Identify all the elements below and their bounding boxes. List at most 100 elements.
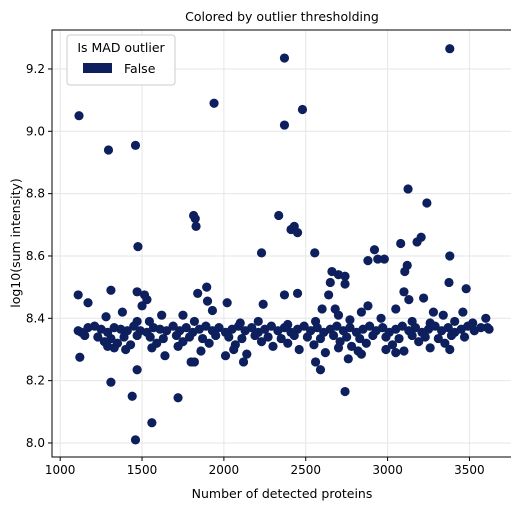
data-point — [256, 337, 267, 347]
y-tick-label: 8.4 — [26, 311, 45, 325]
data-point — [237, 333, 247, 344]
legend-swatch — [83, 63, 112, 73]
data-point — [211, 330, 221, 341]
data-point — [103, 145, 114, 155]
data-points — [73, 44, 494, 445]
data-point — [420, 332, 430, 342]
data-point — [387, 340, 398, 350]
data-point — [279, 290, 290, 300]
data-point — [160, 351, 170, 361]
data-point — [106, 377, 116, 387]
data-point — [127, 391, 137, 401]
data-point — [158, 333, 168, 344]
data-point — [161, 326, 172, 336]
data-point — [407, 330, 417, 341]
data-point — [428, 307, 439, 317]
y-tick-label: 8.6 — [26, 249, 45, 263]
data-point — [476, 323, 486, 333]
x-axis-label: Number of detected proteins — [192, 486, 373, 501]
data-point — [276, 333, 286, 344]
legend-entry-label: False — [124, 61, 156, 76]
data-point — [325, 277, 335, 288]
data-point — [279, 323, 290, 333]
data-point — [333, 310, 344, 320]
data-point — [93, 332, 103, 342]
data-point — [430, 321, 440, 331]
data-point — [324, 290, 334, 300]
data-point — [207, 305, 218, 316]
data-point — [83, 298, 93, 308]
data-point — [356, 349, 366, 359]
data-point — [410, 323, 421, 333]
data-point — [461, 284, 471, 294]
data-point — [412, 237, 422, 247]
data-point — [399, 346, 409, 356]
data-point — [279, 53, 290, 63]
data-point — [346, 341, 357, 351]
data-point — [446, 330, 457, 341]
data-point — [147, 418, 157, 428]
data-point — [345, 315, 355, 325]
data-point — [132, 365, 142, 375]
data-point — [279, 120, 290, 130]
data-point — [198, 333, 208, 344]
data-point — [189, 316, 200, 327]
data-point — [238, 357, 249, 367]
x-tick-label: 3000 — [372, 463, 403, 477]
data-point — [340, 386, 350, 397]
y-tick-label: 9.2 — [26, 62, 45, 76]
data-point — [132, 330, 142, 341]
data-point — [484, 324, 494, 334]
data-point — [373, 254, 383, 264]
data-point — [309, 340, 319, 350]
data-point — [340, 271, 350, 281]
data-point — [396, 238, 406, 249]
x-tick-label: 3500 — [454, 463, 485, 477]
data-point — [292, 227, 303, 238]
y-tick-label: 9.0 — [26, 124, 45, 138]
data-point — [184, 332, 195, 342]
data-point — [433, 333, 443, 344]
data-point — [419, 293, 429, 303]
data-point — [73, 290, 83, 300]
data-point — [404, 295, 414, 305]
data-point — [256, 248, 267, 258]
data-point — [459, 332, 470, 342]
data-point — [438, 310, 448, 320]
data-point — [204, 338, 214, 348]
data-point — [394, 333, 404, 344]
data-point — [274, 210, 284, 221]
y-tick-label: 8.2 — [26, 374, 45, 388]
x-tick-label: 1500 — [127, 463, 158, 477]
data-point — [289, 330, 299, 341]
x-tick-label: 2000 — [209, 463, 240, 477]
data-point — [378, 323, 388, 333]
data-point — [168, 321, 178, 331]
data-point — [343, 354, 353, 364]
data-point — [414, 337, 424, 347]
data-point — [190, 213, 200, 224]
data-point — [253, 316, 263, 327]
data-point — [224, 332, 234, 342]
data-point — [355, 333, 365, 344]
data-point — [391, 304, 401, 314]
data-point — [196, 346, 206, 356]
data-point — [312, 323, 322, 333]
legend: Is MAD outlier False — [66, 34, 176, 86]
data-point — [320, 347, 330, 358]
data-point — [121, 344, 131, 355]
data-point — [220, 351, 231, 361]
data-point — [340, 279, 350, 289]
data-point — [75, 352, 85, 362]
data-point — [263, 332, 273, 342]
y-axis-ticks: 8.0 8.2 8.4 8.6 8.8 9.0 9.2 — [26, 62, 52, 450]
data-point — [399, 287, 409, 297]
grid-lines — [52, 30, 511, 457]
data-point — [363, 301, 373, 311]
data-point — [400, 266, 410, 277]
data-point — [229, 344, 239, 355]
data-point — [302, 332, 312, 342]
data-point — [109, 343, 119, 353]
data-point — [202, 296, 213, 306]
